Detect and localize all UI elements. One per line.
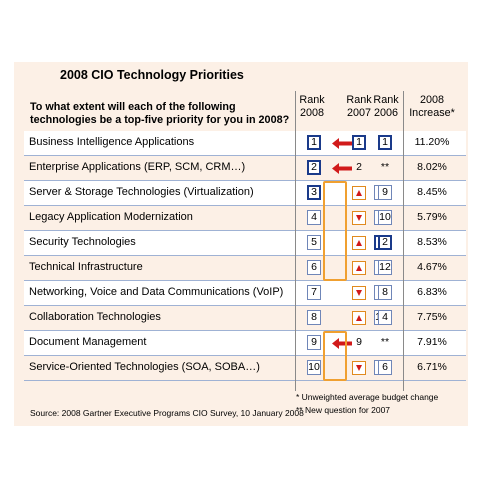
technology-name: Legacy Application Modernization: [29, 211, 193, 223]
triangle-up-icon: [352, 236, 366, 250]
row-divider: [24, 255, 466, 256]
survey-question: To what extent will each of the followin…: [30, 101, 289, 127]
table-row: Collaboration Technologies81047.75%: [24, 306, 466, 331]
technology-name: Service-Oriented Technologies (SOA, SOBA…: [29, 361, 260, 373]
change-highlight-frame: [323, 181, 347, 281]
left-arrow-icon: [332, 138, 352, 149]
header-rank-2007-line2: 2007: [346, 107, 372, 119]
column-divider: [403, 91, 404, 391]
rank-2008-cell: 8: [307, 310, 321, 325]
table-row: Business Intelligence Applications 1 1 1 11.…: [24, 131, 466, 156]
table-row: Networking, Voice and Data Communication…: [24, 281, 466, 306]
row-divider: [24, 280, 466, 281]
triangle-down-icon: [352, 286, 366, 300]
change-highlight-frame: [323, 331, 347, 381]
rank-2008-cell: 7: [307, 285, 321, 300]
rank-2008-cell: 10: [307, 360, 321, 375]
rank-2006-cell: 4: [378, 310, 392, 325]
triangle-down-icon: [352, 361, 366, 375]
footnote-new-question: ** New question for 2007: [296, 405, 391, 415]
header-increase-line1: 2008: [419, 94, 445, 106]
rank-2008-cell: 5: [307, 235, 321, 250]
row-divider: [24, 305, 466, 306]
rank-2006-cell: 6: [378, 360, 392, 375]
rank-2006-cell: **: [380, 161, 390, 173]
header-rank-2008-line2: 2008: [299, 107, 325, 119]
increase-value: 11.20%: [414, 136, 450, 148]
technology-name: Technical Infrastructure: [29, 261, 143, 273]
technology-name: Enterprise Applications (ERP, SCM, CRM…): [29, 161, 246, 173]
row-divider: [24, 330, 466, 331]
rank-2007-cell: 1: [352, 135, 366, 150]
rank-2007-cell: 2: [356, 161, 362, 173]
rank-2008-cell: 9: [307, 335, 321, 350]
page-title: 2008 CIO Technology Priorities: [60, 68, 244, 82]
header-rank-2008: Rank 2008: [296, 94, 328, 120]
rank-2008-cell: 2: [307, 160, 321, 175]
technology-name: Business Intelligence Applications: [29, 136, 195, 148]
rank-2006-cell: 2: [378, 235, 392, 250]
technology-name: Networking, Voice and Data Communication…: [29, 286, 284, 298]
increase-value: 7.91%: [417, 336, 447, 348]
row-divider: [24, 230, 466, 231]
rank-2006-cell: 1: [378, 135, 392, 150]
header-increase-line2: Increase*: [409, 107, 455, 119]
technology-name: Collaboration Technologies: [29, 311, 161, 323]
increase-value: 8.45%: [417, 186, 447, 198]
header-rank-2008-line1: Rank: [299, 94, 325, 106]
triangle-up-icon: [352, 311, 366, 325]
header-increase: 2008 Increase*: [404, 94, 460, 120]
technology-name: Server & Storage Technologies (Virtualiz…: [29, 186, 254, 198]
increase-value: 4.67%: [417, 261, 447, 273]
rank-2006-cell: **: [380, 336, 390, 348]
row-divider: [24, 205, 466, 206]
header-rank-2007-line1: Rank: [346, 94, 372, 106]
rank-2006-cell: 8: [378, 285, 392, 300]
increase-value: 8.53%: [417, 236, 447, 248]
row-divider: [24, 380, 466, 381]
rank-2006-cell: 12: [378, 260, 392, 275]
rank-2008-cell: 4: [307, 210, 321, 225]
column-divider: [295, 91, 296, 391]
header-rank-2006-line1: Rank: [373, 94, 399, 106]
footnote-unweighted: * Unweighted average budget change: [296, 392, 439, 402]
header-rank-2006: Rank 2006: [372, 94, 400, 120]
rank-2008-cell: 3: [307, 185, 321, 200]
row-divider: [24, 180, 466, 181]
triangle-up-icon: [352, 186, 366, 200]
header-rank-2007: Rank 2007: [345, 94, 373, 120]
rank-2008-cell: 1: [307, 135, 321, 150]
table-row: Legacy Application Modernization43105.79…: [24, 206, 466, 231]
rank-2006-cell: 10: [378, 210, 392, 225]
row-divider: [24, 355, 466, 356]
row-divider: [24, 155, 466, 156]
technology-name: Security Technologies: [29, 236, 136, 248]
technology-name: Document Management: [29, 336, 147, 348]
increase-value: 6.71%: [417, 361, 447, 373]
increase-value: 5.79%: [417, 211, 447, 223]
left-arrow-icon: [332, 338, 352, 349]
triangle-down-icon: [352, 211, 366, 225]
rank-2007-cell: 9: [356, 336, 362, 348]
increase-value: 7.75%: [417, 311, 447, 323]
table-row: Document Management 9 9 ** 7.91%: [24, 331, 466, 356]
question-line-1: To what extent will each of the followin…: [30, 101, 236, 113]
table-row: Enterprise Applications (ERP, SCM, CRM…)…: [24, 156, 466, 181]
header-rank-2006-line2: 2006: [373, 107, 399, 119]
left-arrow-icon: [332, 163, 352, 174]
rank-2008-cell: 6: [307, 260, 321, 275]
table-row: Server & Storage Technologies (Virtualiz…: [24, 181, 466, 206]
table-row: Service-Oriented Technologies (SOA, SOBA…: [24, 356, 466, 381]
rank-2006-cell: 9: [378, 185, 392, 200]
source-note: Source: 2008 Gartner Executive Programs …: [30, 408, 304, 418]
increase-value: 8.02%: [417, 161, 447, 173]
increase-value: 6.83%: [417, 286, 447, 298]
table-row: Technical Infrastructure68124.67%: [24, 256, 466, 281]
question-line-2: technologies be a top-five priority for …: [30, 114, 290, 126]
table-row: Security Technologies5628.53%: [24, 231, 466, 256]
triangle-up-icon: [352, 261, 366, 275]
